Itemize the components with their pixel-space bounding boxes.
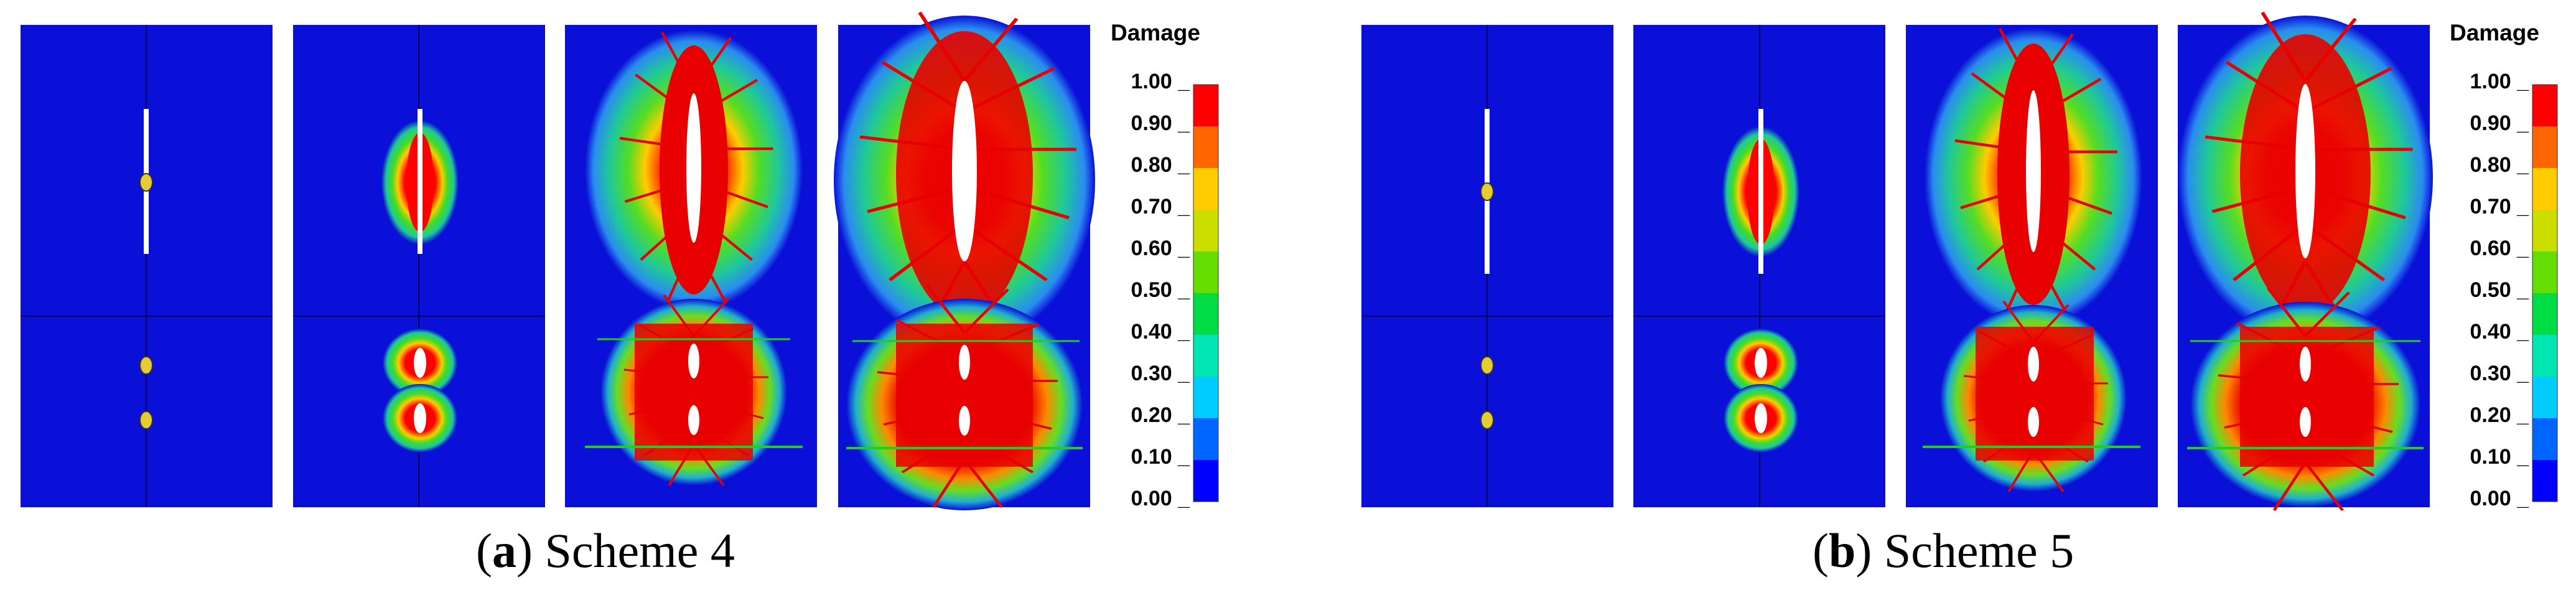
legend-a-colorbar [1193,84,1219,502]
legend-b-tick-label: 0.60 _ [2470,237,2529,260]
legend-a-tick-label: 0.20 _ [1131,403,1190,427]
caption-b-letter: b [1828,523,1856,578]
legend-b-tick-label: 0.30 _ [2470,362,2529,385]
legend-b-title: Damage [2450,20,2539,45]
legend-b-tick-label: 0.90 _ [2470,111,2529,135]
legend-a-tick-label: 0.90 _ [1131,111,1190,135]
legend-b-tick-label: 0.00 _ [2470,487,2529,510]
legend-a-tick-label: 0.60 _ [1131,237,1190,260]
legend-b-tick-label: 0.20 _ [2470,403,2529,427]
legend-b-tick-label: 1.00 _ [2470,70,2529,93]
panel-b1 [1361,25,1613,507]
legend-b-tick-label: 0.10 _ [2470,445,2529,469]
panel-a4 [834,12,1095,510]
panel-b2 [1633,25,1885,507]
panel-b4 [2178,12,2433,510]
legend-a-tick-label: 0.70 _ [1131,195,1190,218]
legend-a-tick-label: 0.80 _ [1131,153,1190,177]
panel-b3 [1906,25,2158,507]
panel-a3 [565,25,817,507]
caption-a-text: Scheme 4 [544,523,735,578]
caption-b-text: Scheme 5 [1883,523,2074,578]
panel-a1 [21,25,273,507]
legend-b-tick-label: 0.70 _ [2470,195,2529,218]
caption-b: (b) Scheme 5 [1813,523,2074,578]
legend-a-tick-label: 0.00 _ [1131,487,1190,510]
panel-a2 [293,25,545,507]
legend-b-tick-label: 0.50 _ [2470,278,2529,302]
legend-a-tick-label: 0.50 _ [1131,278,1190,302]
legend-b-colorbar [2532,84,2558,502]
legend-a-tick-label: 1.00 _ [1131,70,1190,93]
legend-a-tick-label: 0.40 _ [1131,320,1190,344]
legend-a-tick-label: 0.30 _ [1131,362,1190,385]
caption-a-letter: a [492,523,516,578]
legend-a-tick-label: 0.10 _ [1131,445,1190,469]
legend-b-tick-label: 0.80 _ [2470,153,2529,177]
caption-a: (a) Scheme 4 [476,523,735,578]
legend-b-tick-label: 0.40 _ [2470,320,2529,344]
legend-a-title: Damage [1111,20,1200,45]
